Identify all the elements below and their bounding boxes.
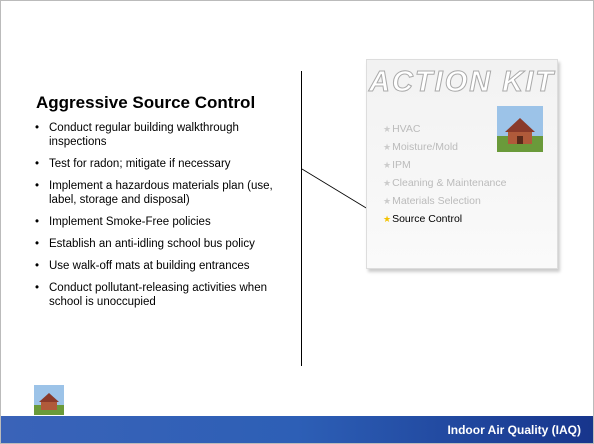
slide-title: Aggressive Source Control bbox=[36, 93, 255, 113]
kit-item: IPM bbox=[383, 156, 507, 174]
bullet-item: Conduct pollutant-releasing activities w… bbox=[35, 281, 297, 309]
bullet-item: Implement a hazardous materials plan (us… bbox=[35, 179, 297, 207]
footer-icon bbox=[34, 385, 64, 415]
bullet-item: Test for radon; mitigate if necessary bbox=[35, 157, 297, 171]
divider bbox=[301, 71, 302, 366]
bullet-item: Implement Smoke-Free policies bbox=[35, 215, 297, 229]
footer-bar: Indoor Air Quality (IAQ) bbox=[1, 416, 593, 443]
kit-item: HVAC bbox=[383, 120, 507, 138]
bullet-item: Use walk-off mats at building entrances bbox=[35, 259, 297, 273]
bullet-list: Conduct regular building walkthrough ins… bbox=[35, 121, 297, 317]
action-kit: ACTION KIT HVACMoisture/MoldIPMCleaning … bbox=[366, 59, 558, 269]
kit-item: Cleaning & Maintenance bbox=[383, 174, 507, 192]
kit-item: Moisture/Mold bbox=[383, 138, 507, 156]
kit-item: Source Control bbox=[383, 210, 507, 228]
footer-text: Indoor Air Quality (IAQ) bbox=[447, 423, 581, 437]
slide: Aggressive Source Control Conduct regula… bbox=[0, 0, 594, 444]
bullet-item: Conduct regular building walkthrough ins… bbox=[35, 121, 297, 149]
kit-item-list: HVACMoisture/MoldIPMCleaning & Maintenan… bbox=[383, 120, 507, 228]
bullet-item: Establish an anti-idling school bus poli… bbox=[35, 237, 297, 251]
kit-item: Materials Selection bbox=[383, 192, 507, 210]
action-kit-title: ACTION KIT bbox=[367, 66, 557, 99]
